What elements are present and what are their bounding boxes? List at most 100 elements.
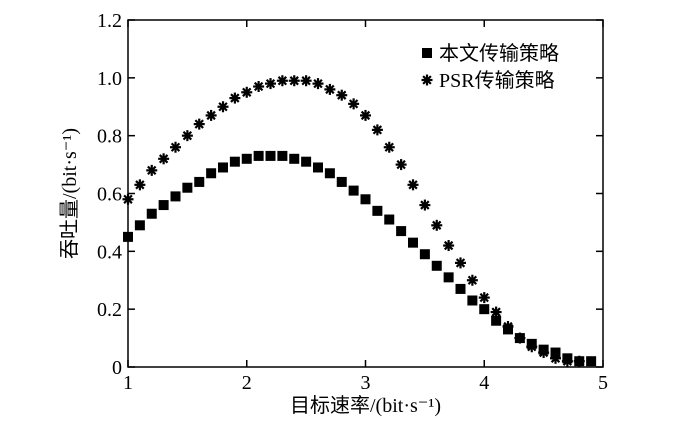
data-point-asterisk <box>502 321 514 333</box>
y-tick-label: 0.2 <box>97 299 122 321</box>
data-point-square <box>348 185 359 196</box>
data-point-asterisk <box>478 292 490 304</box>
data-point-asterisk <box>134 179 146 191</box>
y-tick-label: 1.2 <box>97 10 122 32</box>
data-point-asterisk <box>300 75 312 87</box>
x-tick-label: 4 <box>479 372 489 394</box>
data-point-asterisk <box>348 98 360 110</box>
data-point-asterisk <box>490 306 502 318</box>
legend-label: PSR传输策略 <box>439 69 555 92</box>
data-point-square <box>408 237 418 248</box>
axes: 1 2 3 4 5 0 0.2 0.4 0.6 0.8 1.0 1.2 目标速率/(bit·s⁻¹) 吞吐… <box>58 10 608 417</box>
data-point-square <box>313 162 323 173</box>
data-point-square <box>372 205 383 216</box>
legend-item: PSR传输策略 <box>421 69 555 92</box>
data-point-asterisk <box>146 164 158 176</box>
data-point-square <box>158 200 169 211</box>
data-point-asterisk <box>205 109 217 121</box>
data-point-asterisk <box>312 78 324 90</box>
data-point-asterisk <box>538 347 550 359</box>
data-point-asterisk <box>193 118 205 130</box>
data-point-asterisk <box>170 141 181 153</box>
y-tick-label: 0.6 <box>97 184 122 206</box>
legend-label: 本文传输策略 <box>439 42 559 65</box>
data-point-square <box>550 347 561 358</box>
data-point-square <box>467 295 478 306</box>
data-point-square <box>170 191 181 202</box>
legend: 本文传输策略 PSR传输策略 <box>421 42 559 92</box>
data-point-square <box>277 150 288 161</box>
data-point-asterisk <box>181 130 193 142</box>
data-point-asterisk <box>241 86 253 98</box>
data-point-asterisk <box>336 89 348 101</box>
data-point-square <box>289 153 300 164</box>
data-point-square <box>146 208 157 219</box>
data-point-asterisk <box>550 352 561 364</box>
data-point-square <box>455 283 466 294</box>
y-tick-label: 1.0 <box>97 68 122 90</box>
series-markers <box>122 75 597 367</box>
data-point-square <box>123 231 133 242</box>
data-point-square <box>336 176 347 187</box>
data-point-square <box>206 168 217 179</box>
data-point-asterisk <box>371 124 383 136</box>
legend-marker-asterisk <box>421 74 433 86</box>
series-2 <box>122 75 585 367</box>
data-point-asterisk <box>229 92 241 104</box>
x-axis-title: 目标速率/(bit·s⁻¹) <box>290 394 441 417</box>
data-point-square <box>194 176 205 187</box>
data-point-square <box>384 214 395 225</box>
data-point-asterisk <box>561 355 573 367</box>
data-point-square <box>182 182 193 193</box>
data-point-asterisk <box>158 153 170 165</box>
data-point-asterisk <box>431 219 443 231</box>
data-point-asterisk <box>514 332 526 344</box>
data-point-asterisk <box>466 274 478 286</box>
data-point-square <box>360 194 371 205</box>
data-point-asterisk <box>407 179 419 191</box>
data-point-square <box>229 156 240 167</box>
data-point-asterisk <box>324 83 336 95</box>
x-tick-label: 1 <box>123 372 133 394</box>
data-point-square <box>419 249 430 260</box>
x-tick-label: 3 <box>361 372 371 394</box>
data-point-asterisk <box>455 257 466 269</box>
y-tick-label: 0 <box>112 357 122 379</box>
data-point-asterisk <box>217 101 229 113</box>
y-axis-title: 吞吐量/(bit·s⁻¹) <box>58 128 81 259</box>
data-point-square <box>491 315 502 326</box>
data-point-asterisk <box>526 341 538 353</box>
data-point-asterisk <box>288 75 300 87</box>
data-point-square <box>431 260 442 271</box>
y-tick-label: 0.4 <box>97 241 122 263</box>
data-point-square <box>134 220 145 231</box>
data-point-square <box>301 156 312 167</box>
legend-marker-square <box>422 48 432 58</box>
y-tick-label: 0.8 <box>97 126 122 148</box>
data-point-square <box>396 226 407 237</box>
data-point-square <box>324 168 335 179</box>
data-point-square <box>586 356 597 367</box>
data-point-asterisk <box>122 193 134 205</box>
x-tick-label: 5 <box>598 372 608 394</box>
data-point-asterisk <box>265 78 276 90</box>
data-point-square <box>241 153 252 164</box>
data-point-asterisk <box>395 159 407 171</box>
data-point-asterisk <box>276 75 288 87</box>
legend-item: 本文传输策略 <box>422 42 559 65</box>
data-point-asterisk <box>573 355 585 367</box>
data-point-square <box>253 150 264 161</box>
data-point-square <box>479 304 490 315</box>
data-point-square <box>443 272 454 283</box>
data-point-asterisk <box>253 81 265 93</box>
data-point-asterisk <box>360 109 371 121</box>
data-point-asterisk <box>383 141 395 153</box>
data-point-asterisk <box>419 199 431 211</box>
data-point-asterisk <box>443 240 455 252</box>
x-tick-label: 2 <box>242 372 252 394</box>
data-point-square <box>265 150 276 161</box>
data-point-square <box>218 162 228 173</box>
series-1 <box>123 150 597 367</box>
